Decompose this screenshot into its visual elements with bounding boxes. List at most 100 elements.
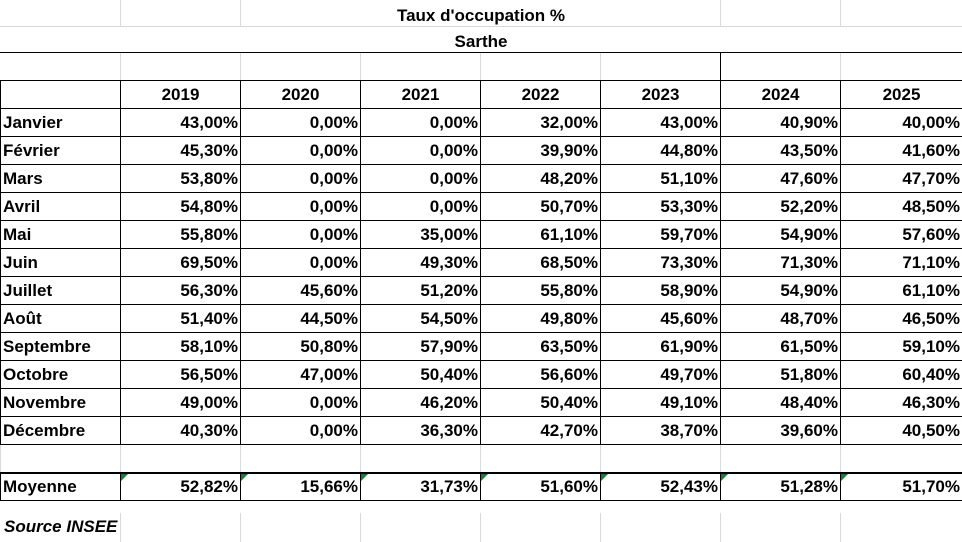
empty-cell[interactable] [0, 444, 121, 473]
value-cell[interactable]: 0,00% [240, 108, 361, 137]
value-cell[interactable]: 0,00% [360, 192, 481, 221]
year-header[interactable]: 2024 [720, 80, 841, 109]
month-cell[interactable]: Avril [0, 192, 121, 221]
value-cell[interactable]: 68,50% [480, 248, 601, 277]
value-cell[interactable]: 59,10% [840, 332, 962, 361]
month-cell[interactable]: Septembre [0, 332, 121, 361]
value-cell[interactable]: 49,30% [360, 248, 481, 277]
value-cell[interactable]: 0,00% [240, 220, 361, 249]
value-cell[interactable]: 63,50% [480, 332, 601, 361]
value-cell[interactable]: 50,80% [240, 332, 361, 361]
value-cell[interactable]: 46,20% [360, 388, 481, 417]
value-cell[interactable]: 48,50% [840, 192, 962, 221]
value-cell[interactable]: 49,00% [120, 388, 241, 417]
value-cell[interactable]: 32,00% [480, 108, 601, 137]
value-cell[interactable]: 54,90% [720, 220, 841, 249]
average-value-cell[interactable]: 52,82% [120, 471, 241, 501]
year-header[interactable]: 2020 [240, 80, 361, 109]
value-cell[interactable]: 45,60% [240, 276, 361, 305]
value-cell[interactable]: 43,50% [720, 136, 841, 165]
month-cell[interactable]: Décembre [0, 416, 121, 445]
empty-cell[interactable] [600, 444, 721, 473]
value-cell[interactable]: 51,10% [600, 164, 721, 193]
header-corner-cell[interactable] [0, 80, 121, 109]
month-cell[interactable]: Février [0, 136, 121, 165]
month-cell[interactable]: Octobre [0, 360, 121, 389]
value-cell[interactable]: 56,50% [120, 360, 241, 389]
value-cell[interactable]: 56,60% [480, 360, 601, 389]
value-cell[interactable]: 51,20% [360, 276, 481, 305]
value-cell[interactable]: 48,20% [480, 164, 601, 193]
value-cell[interactable]: 61,50% [720, 332, 841, 361]
average-value-cell[interactable]: 51,28% [720, 471, 841, 501]
value-cell[interactable]: 50,40% [360, 360, 481, 389]
value-cell[interactable]: 71,30% [720, 248, 841, 277]
value-cell[interactable]: 71,10% [840, 248, 962, 277]
value-cell[interactable]: 0,00% [240, 248, 361, 277]
value-cell[interactable]: 42,70% [480, 416, 601, 445]
month-cell[interactable]: Mai [0, 220, 121, 249]
average-value-cell[interactable]: 31,73% [360, 471, 481, 501]
year-header[interactable]: 2025 [840, 80, 962, 109]
value-cell[interactable]: 39,60% [720, 416, 841, 445]
value-cell[interactable]: 53,30% [600, 192, 721, 221]
value-cell[interactable]: 48,70% [720, 304, 841, 333]
average-value-cell[interactable]: 51,70% [840, 471, 962, 501]
value-cell[interactable]: 0,00% [240, 416, 361, 445]
value-cell[interactable]: 49,80% [480, 304, 601, 333]
value-cell[interactable]: 57,60% [840, 220, 962, 249]
source-note[interactable]: Source INSEE [4, 517, 118, 536]
value-cell[interactable]: 39,90% [480, 136, 601, 165]
value-cell[interactable]: 58,90% [600, 276, 721, 305]
value-cell[interactable]: 35,00% [360, 220, 481, 249]
value-cell[interactable]: 36,30% [360, 416, 481, 445]
empty-cell[interactable] [480, 444, 601, 473]
value-cell[interactable]: 73,30% [600, 248, 721, 277]
value-cell[interactable]: 58,10% [120, 332, 241, 361]
average-label-cell[interactable]: Moyenne [0, 471, 121, 501]
value-cell[interactable]: 0,00% [240, 136, 361, 165]
value-cell[interactable]: 0,00% [360, 164, 481, 193]
empty-cell[interactable] [120, 444, 241, 473]
year-header[interactable]: 2023 [600, 80, 721, 109]
month-cell[interactable]: Janvier [0, 108, 121, 137]
value-cell[interactable]: 40,90% [720, 108, 841, 137]
month-cell[interactable]: Novembre [0, 388, 121, 417]
value-cell[interactable]: 69,50% [120, 248, 241, 277]
value-cell[interactable]: 54,80% [120, 192, 241, 221]
value-cell[interactable]: 50,70% [480, 192, 601, 221]
value-cell[interactable]: 44,50% [240, 304, 361, 333]
year-header[interactable]: 2022 [480, 80, 601, 109]
value-cell[interactable]: 43,00% [600, 108, 721, 137]
value-cell[interactable]: 47,00% [240, 360, 361, 389]
value-cell[interactable]: 49,70% [600, 360, 721, 389]
value-cell[interactable]: 38,70% [600, 416, 721, 445]
value-cell[interactable]: 40,00% [840, 108, 962, 137]
value-cell[interactable]: 0,00% [240, 388, 361, 417]
month-cell[interactable]: Août [0, 304, 121, 333]
value-cell[interactable]: 0,00% [360, 108, 481, 137]
value-cell[interactable]: 45,30% [120, 136, 241, 165]
month-cell[interactable]: Juin [0, 248, 121, 277]
value-cell[interactable]: 51,80% [720, 360, 841, 389]
value-cell[interactable]: 61,10% [480, 220, 601, 249]
month-cell[interactable]: Mars [0, 164, 121, 193]
value-cell[interactable]: 49,10% [600, 388, 721, 417]
value-cell[interactable]: 0,00% [240, 164, 361, 193]
value-cell[interactable]: 60,40% [840, 360, 962, 389]
empty-cell[interactable] [240, 444, 361, 473]
value-cell[interactable]: 57,90% [360, 332, 481, 361]
value-cell[interactable]: 47,70% [840, 164, 962, 193]
value-cell[interactable]: 46,30% [840, 388, 962, 417]
value-cell[interactable]: 50,40% [480, 388, 601, 417]
year-header[interactable]: 2021 [360, 80, 481, 109]
value-cell[interactable]: 48,40% [720, 388, 841, 417]
value-cell[interactable]: 0,00% [360, 136, 481, 165]
value-cell[interactable]: 53,80% [120, 164, 241, 193]
value-cell[interactable]: 54,50% [360, 304, 481, 333]
average-value-cell[interactable]: 52,43% [600, 471, 721, 501]
average-value-cell[interactable]: 51,60% [480, 471, 601, 501]
empty-cell[interactable] [360, 444, 481, 473]
value-cell[interactable]: 61,10% [840, 276, 962, 305]
value-cell[interactable]: 40,50% [840, 416, 962, 445]
